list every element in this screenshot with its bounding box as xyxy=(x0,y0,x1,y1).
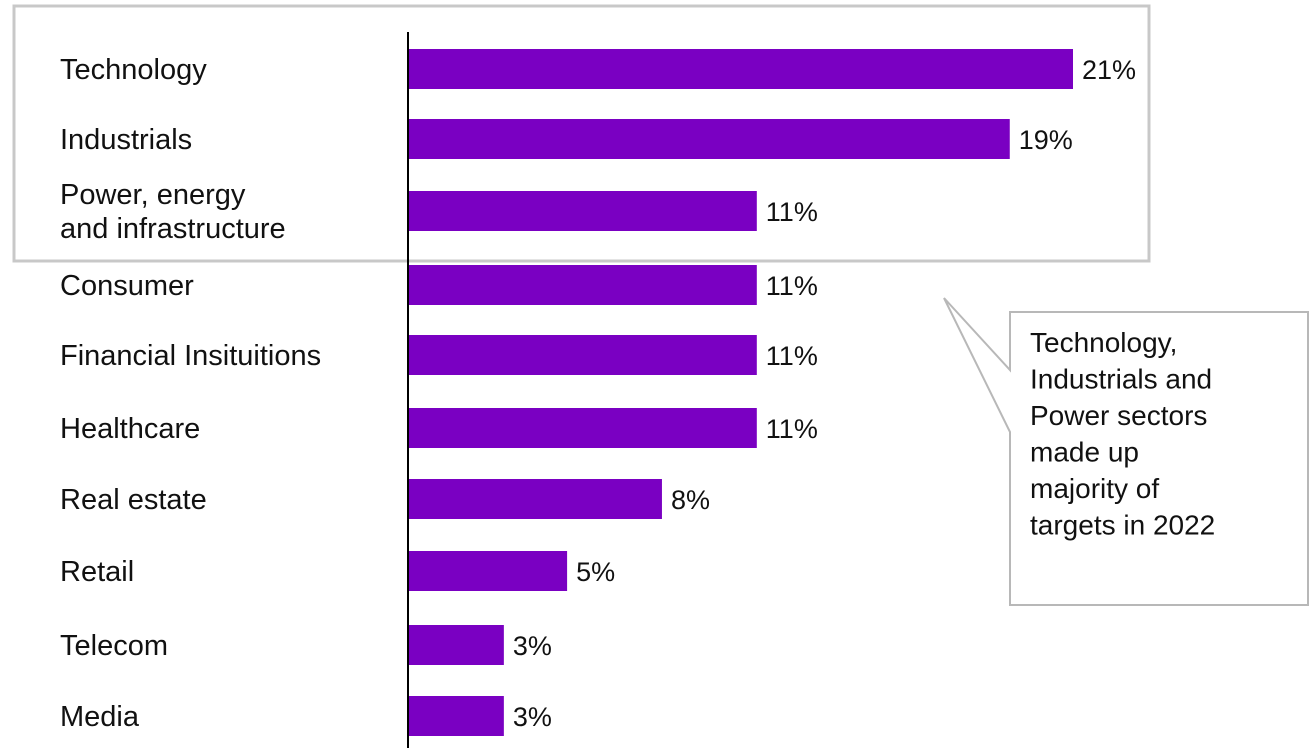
value-label: 11% xyxy=(766,197,818,227)
callout-line: majority of xyxy=(1030,473,1159,504)
bars xyxy=(409,49,1073,736)
category-label: Real estate xyxy=(60,484,207,516)
bar xyxy=(409,191,757,231)
callout-line: targets in 2022 xyxy=(1030,510,1215,541)
category-labels: Technology Industrials Power, energy and in… xyxy=(60,54,321,733)
value-label: 11% xyxy=(766,271,818,301)
category-label: Power, energy and infrastructure xyxy=(60,179,286,245)
value-labels: 21% 19% 11% 11% 11% 11% 8% 5% 3% 3% xyxy=(513,55,1136,732)
bar xyxy=(409,49,1073,89)
bar xyxy=(409,551,568,591)
value-label: 19% xyxy=(1019,125,1073,155)
bar xyxy=(409,265,757,305)
highlight-box xyxy=(12,4,1151,263)
category-label: Financial Insituitions xyxy=(60,340,321,372)
bar xyxy=(409,625,504,665)
callout-shape xyxy=(943,297,1309,606)
category-label: Retail xyxy=(60,556,134,588)
callout-line: Technology, xyxy=(1030,327,1177,358)
bar xyxy=(409,408,757,448)
callout-line: Industrials and xyxy=(1030,364,1212,395)
category-label: Media xyxy=(60,701,140,733)
bar xyxy=(409,119,1010,159)
category-label: Industrials xyxy=(60,124,192,156)
category-label: Telecom xyxy=(60,630,168,662)
bar xyxy=(409,479,662,519)
value-label: 8% xyxy=(671,485,710,515)
callout-text: Technology, Industrials and Power sectors m… xyxy=(1030,327,1215,541)
bar xyxy=(409,696,504,736)
callout: Technology, Industrials and Power sectors m… xyxy=(943,297,1309,606)
callout-line: made up xyxy=(1030,437,1139,468)
category-label: Consumer xyxy=(60,270,194,302)
value-label: 5% xyxy=(576,557,615,587)
value-label: 3% xyxy=(513,631,552,661)
category-label: Technology xyxy=(60,54,207,86)
callout-line: Power sectors xyxy=(1030,400,1207,431)
value-label: 21% xyxy=(1082,55,1136,85)
category-label: Healthcare xyxy=(60,413,200,445)
bar xyxy=(409,335,757,375)
value-label: 3% xyxy=(513,702,552,732)
value-label: 11% xyxy=(766,414,818,444)
value-label: 11% xyxy=(766,341,818,371)
